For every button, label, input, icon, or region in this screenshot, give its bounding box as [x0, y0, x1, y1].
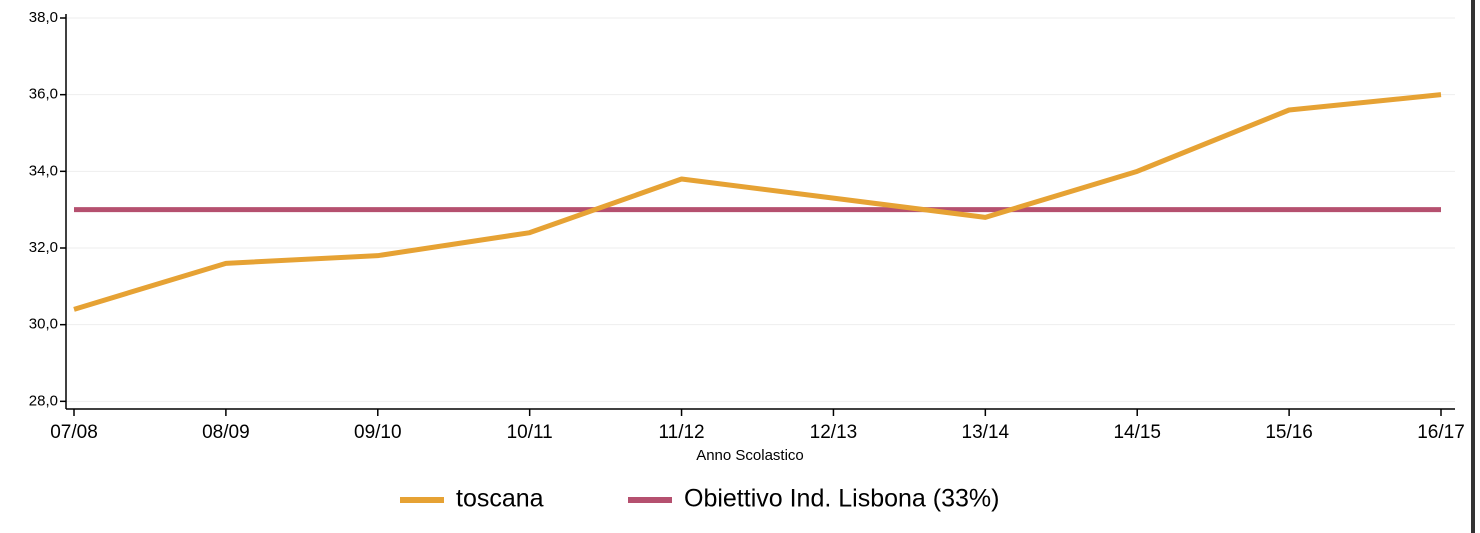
legend-label: Obiettivo Ind. Lisbona (33%) — [684, 485, 999, 513]
x-tick-label: 11/12 — [658, 422, 704, 443]
x-tick-label: 09/10 — [354, 422, 402, 443]
y-tick-label: 30,0 — [29, 316, 58, 333]
legend-label: toscana — [456, 485, 544, 513]
y-tick-label: 38,0 — [29, 9, 58, 26]
y-tick-label: 28,0 — [29, 392, 58, 409]
x-tick-label: 15/16 — [1265, 422, 1313, 443]
x-tick-label: 13/14 — [962, 422, 1010, 443]
x-tick-label: 10/11 — [507, 422, 553, 443]
y-tick-label: 36,0 — [29, 86, 58, 103]
x-tick-label: 16/17 — [1417, 422, 1465, 443]
y-tick-label: 32,0 — [29, 239, 58, 256]
x-tick-label: 08/09 — [202, 422, 250, 443]
x-axis-label: Anno Scolastico — [696, 447, 804, 464]
series-line — [73, 92, 1442, 312]
y-tick-label: 34,0 — [29, 162, 58, 179]
x-tick-label: 14/15 — [1113, 422, 1161, 443]
x-tick-label: 07/08 — [50, 422, 98, 443]
x-tick-label: 12/13 — [810, 422, 858, 443]
